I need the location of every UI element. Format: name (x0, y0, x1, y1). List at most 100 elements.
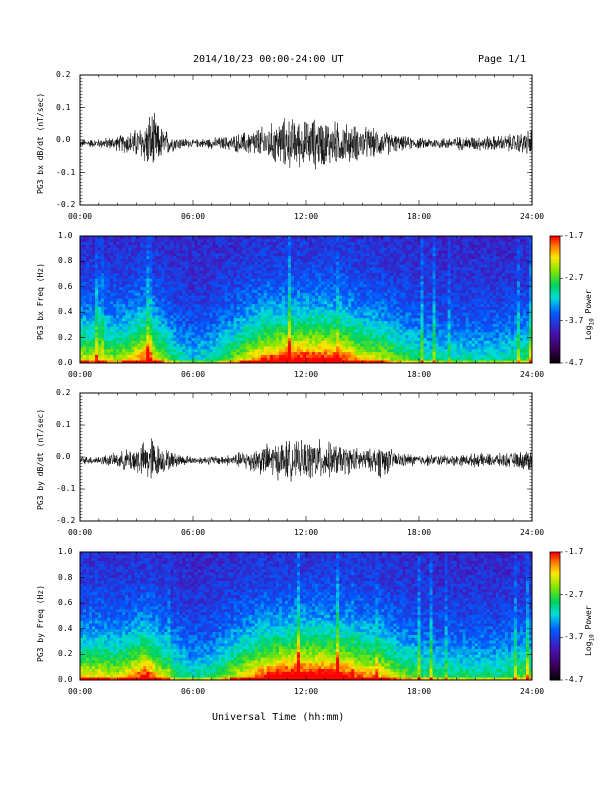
panel2-cell (351, 323, 355, 327)
panel2-cell (281, 323, 286, 327)
panel2-cell (396, 346, 400, 350)
panel2-cell (194, 323, 198, 327)
panel2-cell (245, 272, 250, 276)
panel2-cell (137, 295, 141, 299)
panel2-cell (236, 244, 241, 248)
panel2-cell (212, 261, 216, 265)
panel2-cell (101, 340, 105, 344)
panel2-cell (200, 315, 204, 319)
panel2-cell (239, 360, 244, 364)
panel2-cell (390, 289, 394, 293)
panel2-cell (137, 331, 141, 336)
panel2-cell (176, 334, 180, 338)
panel2-cell (384, 236, 388, 240)
panel2-cell (188, 272, 192, 276)
panel2-cell (330, 295, 334, 299)
panel2-cell (116, 329, 120, 333)
panel2-cell (239, 334, 244, 338)
panel2-cell (224, 236, 229, 240)
panel2-cell (164, 348, 168, 353)
panel2-cell (248, 346, 253, 350)
panel2-cell (161, 298, 165, 302)
panel2-cell (378, 348, 382, 353)
panel2-cell (239, 320, 244, 324)
panel2-cell (173, 346, 177, 350)
panel2-cell (396, 269, 400, 274)
panel2-cell (113, 334, 117, 338)
panel2-cell (221, 258, 226, 262)
panel2-cell (327, 337, 331, 341)
panel2-cell (179, 348, 183, 353)
panel2-cell (366, 286, 370, 291)
panel2-cell (122, 292, 126, 296)
panel2-cell (233, 289, 238, 293)
panel2-cell (122, 303, 126, 307)
panel2-cell (149, 334, 153, 338)
panel2-cell (113, 329, 117, 333)
panel2-cell (312, 357, 316, 361)
panel2-cell (236, 315, 241, 319)
panel2-cell (98, 261, 102, 265)
panel2-cell (248, 351, 253, 355)
panel2-cell (122, 317, 126, 322)
panel2-cell (257, 252, 262, 257)
panel2-cell (83, 312, 87, 316)
panel2-cell (182, 343, 186, 347)
panel2-cell (336, 258, 340, 262)
panel2-cell (245, 261, 250, 265)
panel2-cell (269, 337, 274, 341)
panel2-cell (80, 300, 84, 305)
panel2-cell (269, 269, 274, 274)
panel2-cell (348, 250, 352, 254)
panel2-cell (296, 354, 301, 358)
panel2-cell (260, 264, 265, 268)
panel2-cell (324, 281, 328, 285)
panel2-cell (306, 241, 310, 245)
panel2-cell (152, 258, 156, 262)
panel2-cell (143, 255, 147, 259)
panel2-cell (275, 252, 280, 257)
panel2-cell (378, 309, 382, 313)
panel2-cell (122, 283, 126, 288)
panel2-cell (128, 312, 132, 316)
panel2-cell (125, 261, 129, 265)
panel2-cell (296, 360, 301, 364)
panel2-cell (272, 317, 277, 322)
panel2-cell (278, 247, 283, 251)
panel2-cell (122, 337, 126, 341)
panel2-cell (152, 267, 156, 271)
panel2-cell (218, 300, 223, 305)
panel2-cell (104, 340, 108, 344)
panel2-cell (263, 275, 268, 279)
panel2-cell (251, 298, 256, 302)
panel2-cell (396, 312, 400, 316)
panel2-cell (348, 292, 352, 296)
panel2-cell (182, 241, 186, 245)
panel2-cell (236, 238, 241, 243)
panel2-cell (312, 289, 316, 293)
panel2-cell (194, 252, 198, 257)
panel2-cell (188, 247, 192, 251)
panel2-cell (360, 269, 364, 274)
panel2-cell (203, 295, 207, 299)
panel2-cell (396, 331, 400, 336)
panel2-cell (221, 298, 226, 302)
panel2-cell (134, 269, 138, 274)
panel2-cell (299, 329, 304, 333)
panel2-cell (393, 357, 397, 361)
panel2-cell (339, 252, 343, 257)
panel2-cell (251, 236, 256, 240)
panel2-cell (354, 337, 358, 341)
panel2-cell (357, 250, 361, 254)
panel2-cell (98, 272, 102, 276)
panel2-cell (302, 298, 307, 302)
panel2-cell (263, 323, 268, 327)
panel2-cell (287, 275, 292, 279)
panel2-cell (348, 247, 352, 251)
panel2-cell (149, 272, 153, 276)
panel2-cell (146, 267, 150, 271)
panel2-cell (101, 267, 105, 271)
panel2-cell (125, 323, 129, 327)
panel2-cell (387, 348, 391, 353)
panel2-cell (269, 300, 274, 305)
